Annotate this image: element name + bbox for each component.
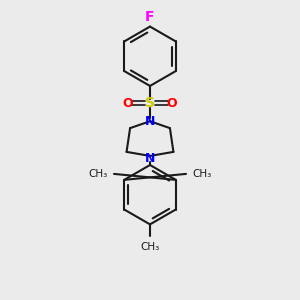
Text: N: N xyxy=(145,115,155,128)
Text: CH₃: CH₃ xyxy=(140,242,160,253)
Text: F: F xyxy=(145,10,155,24)
Text: N: N xyxy=(145,152,155,165)
Text: O: O xyxy=(123,97,134,110)
Text: S: S xyxy=(145,96,155,110)
Text: CH₃: CH₃ xyxy=(88,169,108,179)
Text: CH₃: CH₃ xyxy=(192,169,212,179)
Text: O: O xyxy=(167,97,177,110)
